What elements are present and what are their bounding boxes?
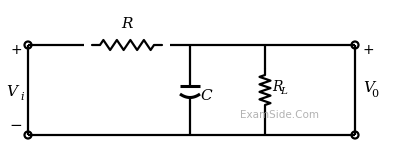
Text: R: R xyxy=(121,17,133,31)
Text: R: R xyxy=(272,80,283,94)
Text: ExamSide.Com: ExamSide.Com xyxy=(240,110,319,120)
Text: L: L xyxy=(280,88,287,96)
Text: 0: 0 xyxy=(371,89,378,99)
Text: V: V xyxy=(363,81,374,95)
Text: i: i xyxy=(20,92,24,102)
Text: C: C xyxy=(200,89,211,103)
Text: V: V xyxy=(7,85,18,99)
Text: −: − xyxy=(9,119,22,133)
Text: +: + xyxy=(363,43,375,57)
Text: +: + xyxy=(10,43,22,57)
